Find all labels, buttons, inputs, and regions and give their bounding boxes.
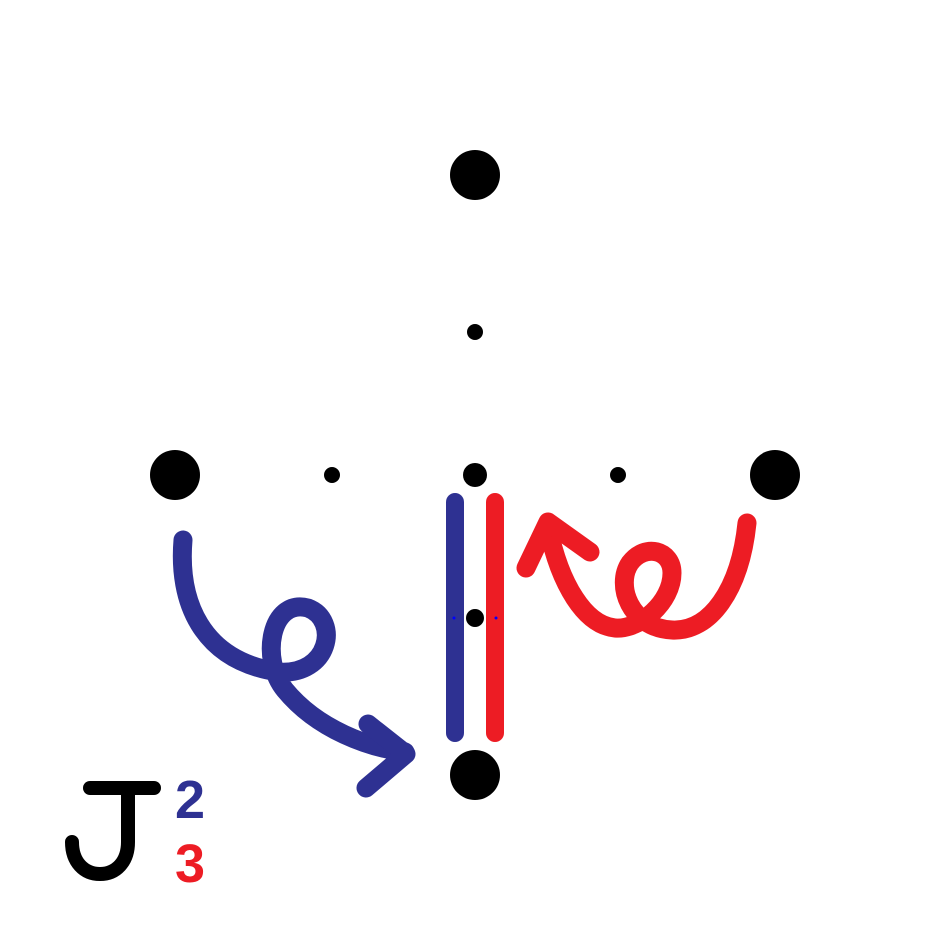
guide-dots: [150, 150, 800, 800]
letter-j-stem: [72, 788, 128, 874]
large-dot-right: [750, 450, 800, 500]
center-mark-red: [495, 617, 498, 620]
letter-j-glyph: [72, 788, 154, 874]
large-dot-top: [450, 150, 500, 200]
stroke-2-group: [182, 502, 455, 788]
large-dot-bottom: [450, 750, 500, 800]
small-dot-right: [610, 467, 626, 483]
small-dot-upper: [467, 324, 483, 340]
stroke-number-2: 2: [175, 770, 205, 830]
medium-dot-center: [463, 463, 487, 487]
stroke-number-3: 3: [175, 834, 205, 894]
stroke-3-group: [495, 502, 747, 733]
large-dot-left: [150, 450, 200, 500]
center-mark-blue: [453, 617, 456, 620]
center-dot: [466, 609, 484, 627]
small-dot-left: [324, 467, 340, 483]
